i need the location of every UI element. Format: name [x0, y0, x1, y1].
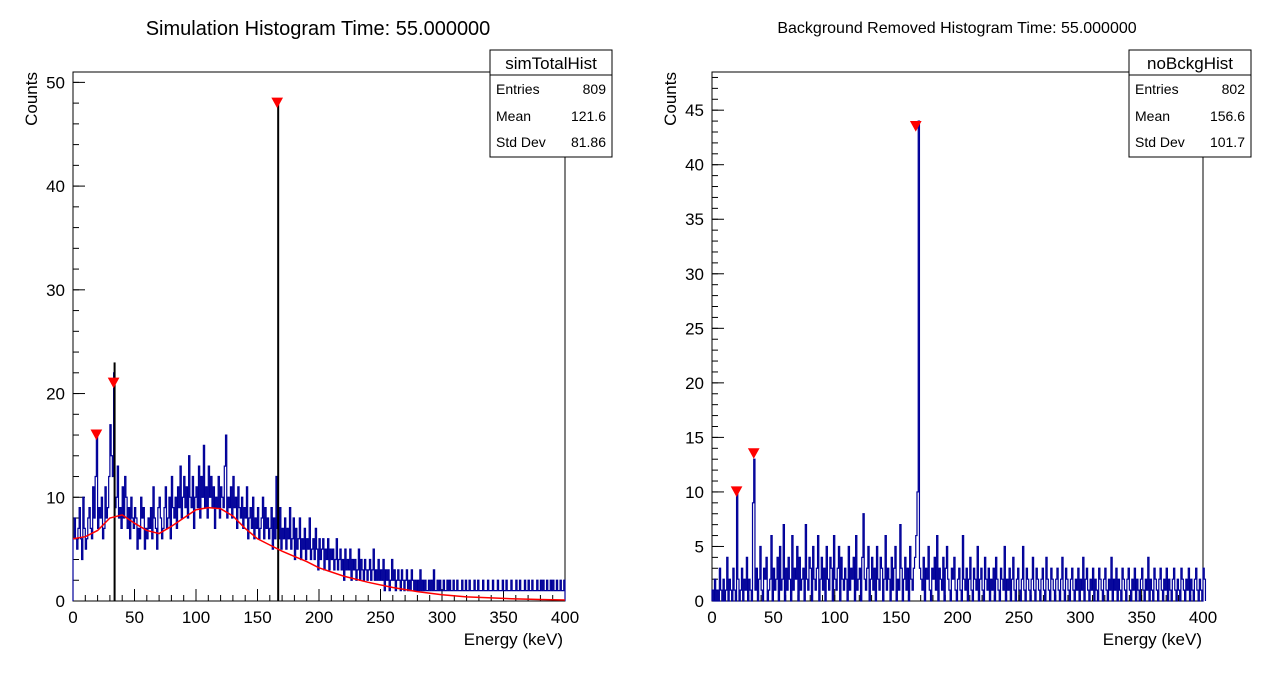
stats-box-title: noBckgHist [1147, 54, 1233, 73]
y-tick-label: 20 [685, 374, 704, 393]
x-tick-label: 300 [1066, 608, 1094, 627]
y-tick-label: 15 [685, 428, 704, 447]
peak-marker [747, 448, 760, 459]
histogram-series [72, 372, 566, 601]
y-tick-label: 30 [46, 281, 65, 300]
stats-box: simTotalHist Entries 809 Mean 121.6 Std … [489, 49, 613, 158]
y-tick-label: 0 [695, 592, 704, 611]
background-fit-curve [72, 506, 566, 601]
x-tick-label: 200 [305, 608, 333, 627]
x-tick-label: 200 [943, 608, 971, 627]
background-removed-histogram-panel: Background Removed Histogram Time: 55.00… [661, 20, 1252, 649]
y-tick-label: 0 [56, 592, 65, 611]
peak-markers [90, 97, 284, 441]
y-tick-label: 5 [695, 537, 704, 556]
stats-mean-value: 156.6 [1210, 108, 1245, 124]
x-tick-label: 50 [764, 608, 783, 627]
stats-entries-value: 809 [583, 81, 607, 97]
y-tick-label: 40 [685, 156, 704, 175]
y-tick-label: 30 [685, 265, 704, 284]
peak-marker [271, 97, 284, 109]
x-tick-label: 50 [125, 608, 144, 627]
x-tick-label: 250 [1005, 608, 1033, 627]
stats-stddev-label: Std Dev [496, 134, 546, 150]
highlighted-bin [277, 103, 280, 601]
stats-box-frame [1128, 49, 1252, 158]
y-axis-label: Counts [22, 72, 41, 126]
chart-title: Simulation Histogram Time: 55.000000 [146, 18, 491, 40]
highlighted-bins [113, 103, 280, 601]
y-tick-label: 40 [46, 177, 65, 196]
stats-entries-value: 802 [1222, 81, 1246, 97]
stats-stddev-value: 81.86 [571, 134, 606, 150]
grid-and-ticks: 0 50 100 150 200 250 300 350 400 0 10 20 30 40 50 [46, 73, 579, 627]
stats-entries-label: Entries [1135, 81, 1179, 97]
x-tick-label: 100 [821, 608, 849, 627]
x-tick-label: 300 [428, 608, 456, 627]
x-tick-label: 150 [882, 608, 910, 627]
histogram-series [711, 120, 1207, 602]
y-tick-label: 35 [685, 210, 704, 229]
chart-title: Background Removed Histogram Time: 55.00… [777, 20, 1136, 37]
x-tick-label: 400 [1189, 608, 1217, 627]
stats-box-frame [489, 49, 613, 158]
peak-marker [909, 121, 922, 132]
y-tick-label: 50 [46, 73, 65, 92]
y-axis-label: Counts [661, 72, 680, 126]
stats-mean-value: 121.6 [571, 108, 606, 124]
y-tick-label: 10 [46, 488, 65, 507]
y-tick-label: 20 [46, 385, 65, 404]
x-tick-label: 0 [68, 608, 77, 627]
highlighted-bin [113, 362, 116, 601]
x-axis-label: Energy (keV) [1103, 630, 1202, 649]
grid-and-ticks: 0 50 100 150 200 250 300 350 400 0 5 10 15 20 25 30 35 40… [685, 76, 1217, 627]
stats-stddev-label: Std Dev [1135, 134, 1185, 150]
histogram-bars [711, 120, 1207, 602]
peak-markers [730, 121, 922, 497]
peak-marker [90, 429, 103, 441]
fit-line [72, 506, 566, 601]
peak-marker [107, 377, 120, 389]
x-tick-label: 100 [182, 608, 210, 627]
x-tick-label: 0 [707, 608, 716, 627]
x-axis-label: Energy (keV) [464, 630, 563, 649]
stats-stddev-value: 101.7 [1210, 134, 1245, 150]
peak-marker [730, 486, 743, 497]
x-tick-label: 150 [243, 608, 271, 627]
stats-box: noBckgHist Entries 802 Mean 156.6 Std De… [1128, 49, 1252, 158]
y-tick-label: 25 [685, 319, 704, 338]
y-tick-label: 45 [685, 101, 704, 120]
x-tick-label: 250 [366, 608, 394, 627]
x-tick-label: 350 [489, 608, 517, 627]
stats-box-title: simTotalHist [505, 54, 597, 73]
x-tick-label: 350 [1127, 608, 1155, 627]
simulation-histogram-panel: Simulation Histogram Time: 55.000000 0 50… [22, 18, 613, 649]
histogram-bars [72, 372, 566, 601]
y-tick-label: 10 [685, 483, 704, 502]
stats-mean-label: Mean [496, 108, 531, 124]
stats-entries-label: Entries [496, 81, 540, 97]
x-tick-label: 400 [551, 608, 579, 627]
stats-mean-label: Mean [1135, 108, 1170, 124]
